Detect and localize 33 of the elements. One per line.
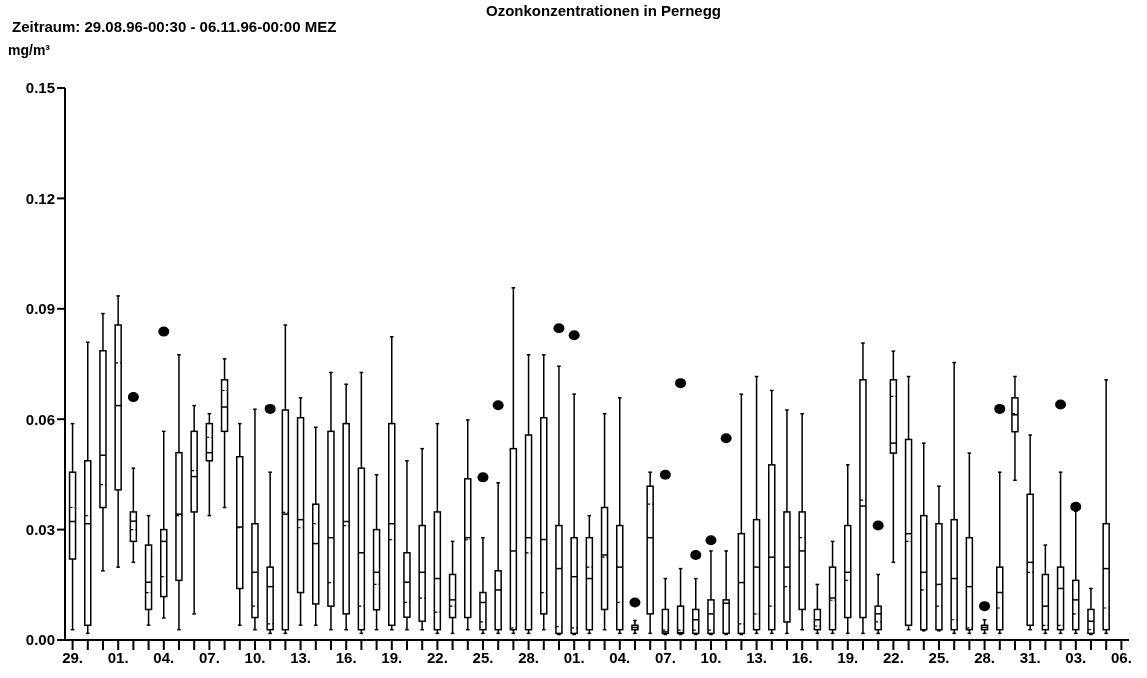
x-tick-label: 01. bbox=[563, 648, 585, 666]
y-tick-label: 0.00 bbox=[25, 631, 55, 649]
x-tick-label: 22. bbox=[882, 648, 904, 666]
x-tick-label: 07. bbox=[198, 648, 220, 666]
x-tick-label: 19. bbox=[837, 648, 859, 666]
y-axis-title: mg/m³ bbox=[8, 42, 50, 58]
x-tick-label: 01. bbox=[107, 648, 129, 666]
x-tick-label: 25. bbox=[928, 648, 950, 666]
x-tick-label: 22. bbox=[426, 648, 448, 666]
x-tick-label: 28. bbox=[974, 648, 996, 666]
x-tick-label: 10. bbox=[244, 648, 266, 666]
x-tick-label: 06. bbox=[1110, 648, 1132, 666]
x-tick-label: 16. bbox=[791, 648, 813, 666]
x-tick-label: 04. bbox=[153, 648, 175, 666]
x-tick-label: 29. bbox=[62, 648, 84, 666]
x-tick-label: 13. bbox=[290, 648, 312, 666]
y-tick-label: 0.09 bbox=[25, 300, 55, 318]
y-tick-label: 0.06 bbox=[25, 410, 55, 428]
x-tick-label: 03. bbox=[1065, 648, 1087, 666]
x-tick-label: 16. bbox=[335, 648, 357, 666]
x-tick-label: 04. bbox=[609, 648, 631, 666]
chart-subtitle: Zeitraum: 29.08.96-00:30 - 06.11.96-00:00 MEZ bbox=[12, 18, 337, 35]
chart-title: Ozonkonzentrationen in Pernegg bbox=[485, 2, 722, 19]
x-tick-label: 07. bbox=[654, 648, 676, 666]
x-tick-label: 25. bbox=[472, 648, 494, 666]
y-tick-label: 0.03 bbox=[25, 520, 55, 538]
y-tick-label: 0.12 bbox=[25, 189, 55, 207]
x-tick-label: 10. bbox=[700, 648, 722, 666]
y-tick-label: 0.15 bbox=[25, 79, 55, 97]
x-tick-label: 13. bbox=[746, 648, 768, 666]
x-tick-label: 28. bbox=[518, 648, 540, 666]
x-tick-label: 31. bbox=[1019, 648, 1041, 666]
x-tick-label: 19. bbox=[381, 648, 403, 666]
